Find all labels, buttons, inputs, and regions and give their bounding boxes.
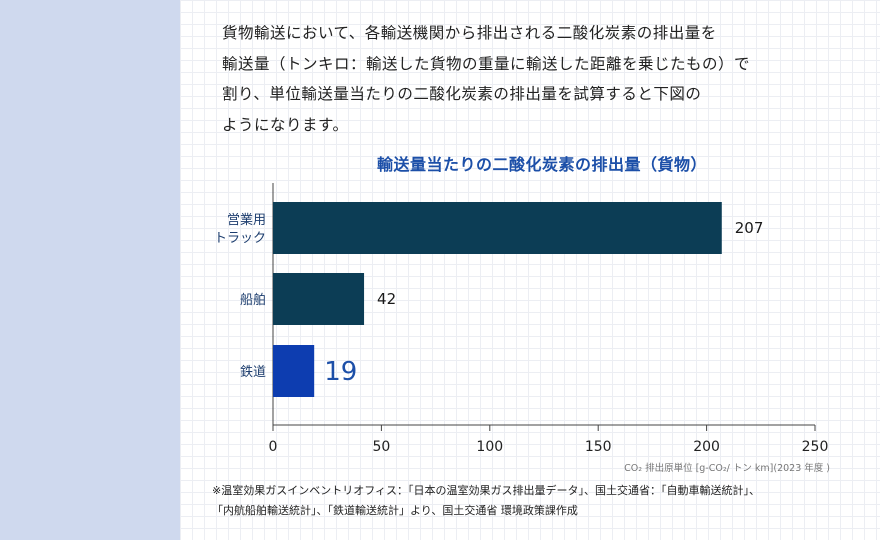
value-label-1: 207	[735, 219, 764, 237]
bar-1	[273, 202, 722, 254]
intro-paragraph: 貨物輸送において、各輸送機関から排出される二酸化炭素の排出量を 輸送量（トンキロ…	[222, 18, 822, 140]
source-line-1: ※温室効果ガスインベントリオフィス：「日本の温室効果ガス排出量データ」、国土交通…	[212, 484, 760, 497]
x-tick-label-3: 150	[585, 439, 612, 455]
content-area	[180, 0, 880, 540]
bar-2	[273, 273, 365, 325]
bar-3	[273, 345, 315, 397]
x-tick-label-0: 0	[269, 439, 278, 455]
intro-line-2: 輸送量（トンキロ：輸送した貨物の重量に輸送した距離を乗じたもの）で	[222, 54, 751, 73]
x-tick-label-5: 250	[802, 439, 829, 455]
unit-note: CO₂ 排出原単位 [g-CO₂/ トン km](2023 年度 )	[624, 463, 830, 474]
intro-line-1: 貨物輸送において、各輸送機関から排出される二酸化炭素の排出量を	[222, 24, 717, 42]
source-line-2: 「内航船舶輸送統計」、「鉄道輸送統計」より、国土交通省 環境政策課作成	[212, 504, 578, 517]
intro-line-3: 割り、単位輸送量当たりの二酸化炭素の排出量を試算すると下図の	[222, 85, 702, 103]
chart-title: 輸送量当たりの二酸化炭素の排出量（貨物）	[376, 155, 707, 174]
intro-line-4: ようになります。	[222, 115, 349, 134]
x-tick-label-1: 50	[372, 439, 390, 455]
category-label-3: 鉄道	[240, 365, 266, 380]
value-label-3: 19	[324, 357, 357, 387]
category-label-2: 船舶	[240, 292, 266, 308]
value-label-2: 42	[377, 290, 396, 308]
source-note: ※温室効果ガスインベントリオフィス：「日本の温室効果ガス排出量データ」、国土交通…	[212, 481, 852, 521]
category-label-1: 営業用トラック	[214, 212, 266, 246]
x-tick-label-4: 200	[693, 439, 720, 455]
x-tick-label-2: 100	[476, 439, 503, 455]
left-sidebar-panel	[0, 0, 180, 540]
